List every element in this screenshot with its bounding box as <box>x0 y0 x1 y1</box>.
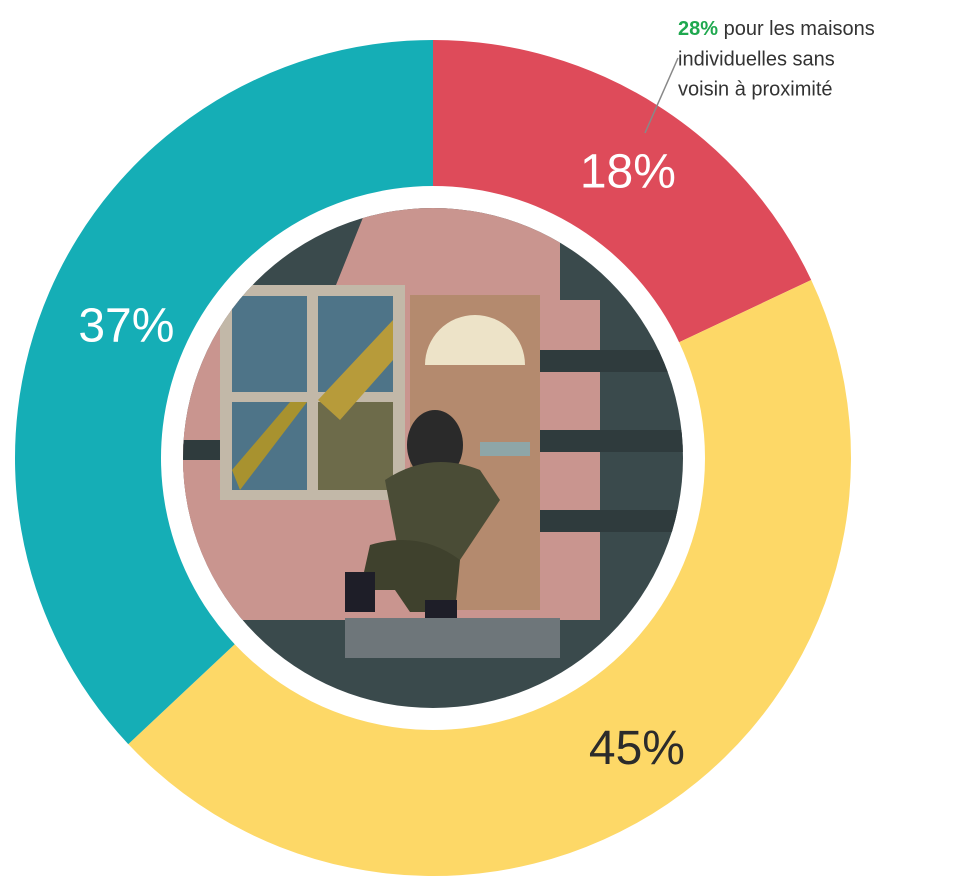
donut-slice <box>15 40 433 745</box>
value-label: 18% <box>580 145 676 198</box>
donut-slice <box>433 40 812 343</box>
annotation-line: individuelles sans <box>678 48 835 70</box>
illustration <box>183 208 683 708</box>
value-label: 45% <box>589 722 685 775</box>
leader-line <box>644 57 679 134</box>
annotation-text: pour les maisons <box>724 18 875 40</box>
annotation-highlight: 28% <box>678 18 718 40</box>
donut-slice <box>128 280 851 876</box>
value-label: 37% <box>78 300 174 353</box>
annotation-line: voisin à proximité <box>678 78 833 100</box>
annotation-line: 28% pour les maisons <box>678 18 875 40</box>
slices <box>15 40 851 876</box>
